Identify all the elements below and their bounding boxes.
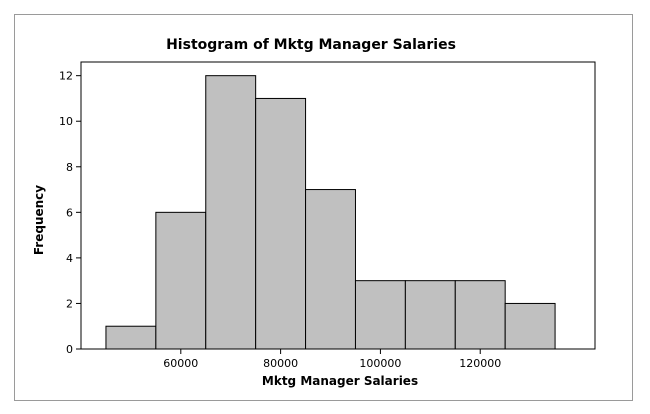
y-tick-label: 4 bbox=[66, 252, 73, 265]
histogram-bar-9 bbox=[504, 302, 556, 350]
histogram-bar-1 bbox=[105, 325, 157, 350]
x-tick-label: 120000 bbox=[459, 357, 501, 370]
x-tick-label: 80000 bbox=[263, 357, 298, 370]
y-tick-label: 6 bbox=[66, 206, 73, 219]
histogram-bar-2 bbox=[155, 211, 207, 350]
y-tick-label: 8 bbox=[66, 161, 73, 174]
y-tick-label: 2 bbox=[66, 297, 73, 310]
chart-title: Histogram of Mktg Manager Salaries bbox=[166, 37, 456, 53]
x-axis: 60000 80000 100000 120000 bbox=[163, 349, 501, 370]
histogram-bar-5 bbox=[305, 189, 356, 350]
x-tick-label: 60000 bbox=[163, 357, 198, 370]
y-tick-label: 12 bbox=[59, 70, 73, 83]
histogram-bar-7 bbox=[404, 280, 456, 350]
y-axis: 0 2 4 6 8 10 12 bbox=[59, 70, 81, 356]
histogram-bar-8 bbox=[454, 280, 506, 350]
chart-frame: Histogram of Mktg Manager Salaries 0 2 4 6 8… bbox=[14, 14, 633, 401]
y-tick-label: 0 bbox=[66, 343, 73, 356]
histogram-bar-4 bbox=[255, 97, 307, 350]
x-axis-title: Mktg Manager Salaries bbox=[262, 374, 418, 388]
histogram-bar-3 bbox=[205, 75, 257, 350]
x-tick-label: 100000 bbox=[359, 357, 401, 370]
bars-group bbox=[105, 75, 556, 350]
histogram-bar-6 bbox=[354, 280, 406, 350]
y-tick-label: 10 bbox=[59, 115, 73, 128]
y-axis-title: Frequency bbox=[32, 185, 46, 255]
histogram-chart: Histogram of Mktg Manager Salaries 0 2 4 6 8… bbox=[32, 37, 596, 388]
